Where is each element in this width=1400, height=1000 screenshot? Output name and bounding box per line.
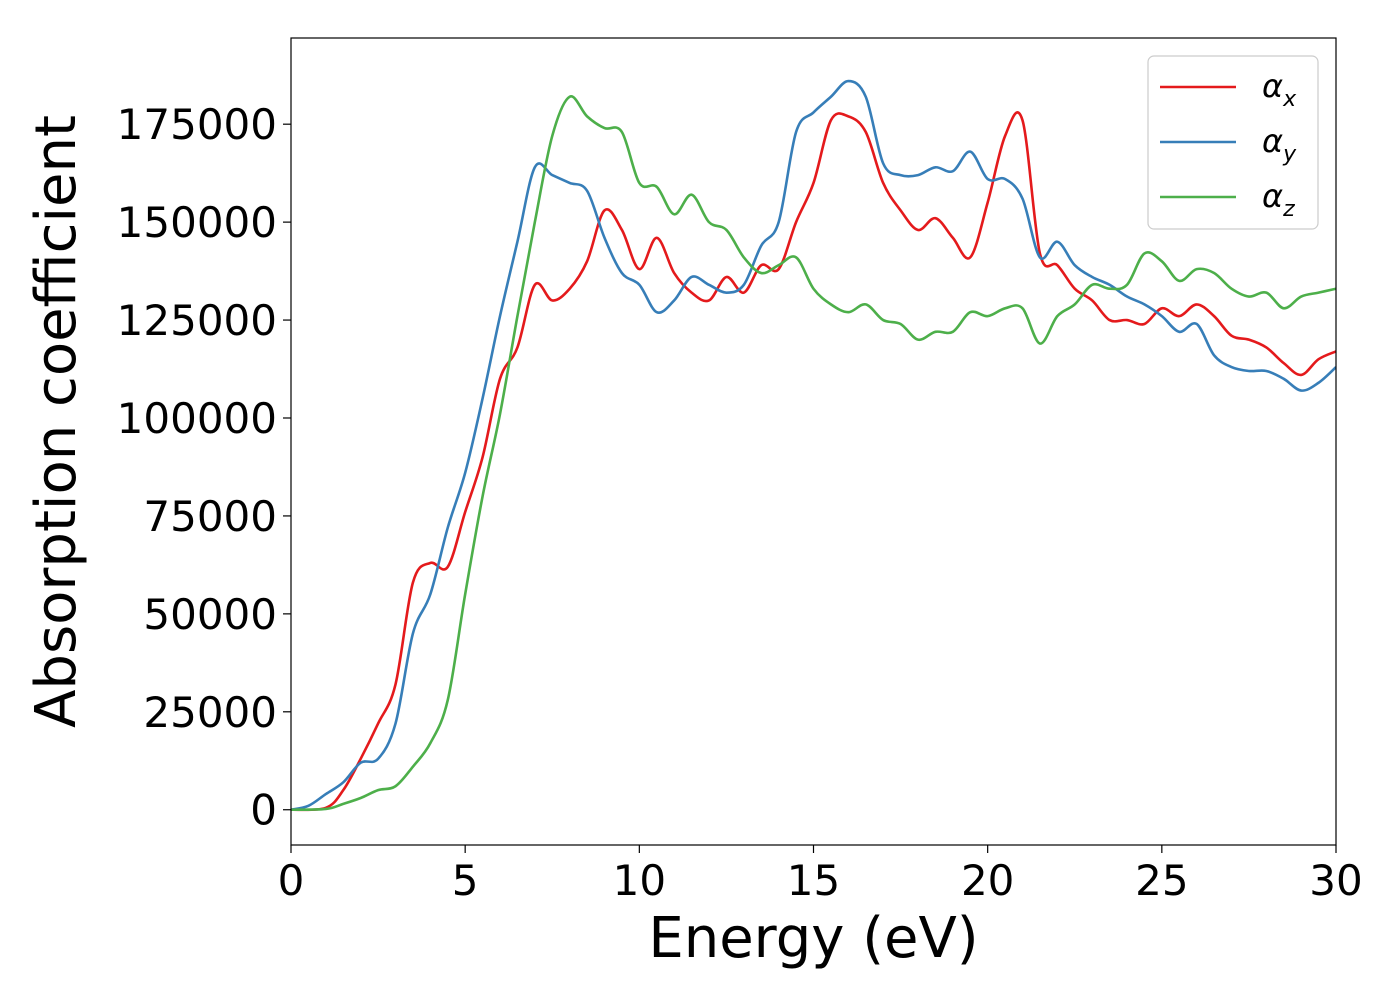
legend-label-y: αy bbox=[1262, 122, 1297, 167]
y-axis: 0 25000 50000 75000 100000 125000 150000 175000 bbox=[117, 100, 291, 835]
series-line-y bbox=[291, 79, 1336, 812]
y-tick-label: 25000 bbox=[143, 688, 277, 737]
y-tick-label: 0 bbox=[250, 786, 277, 835]
y-tick-label: 150000 bbox=[117, 198, 277, 247]
x-axis: 0 5 10 15 20 25 30 bbox=[278, 845, 1363, 905]
x-tick-label: 30 bbox=[1309, 856, 1362, 905]
y-tick-label: 100000 bbox=[117, 394, 277, 443]
y-axis-label: Absorption coefficient bbox=[24, 115, 89, 728]
x-tick-label: 15 bbox=[787, 856, 840, 905]
x-tick-label: 10 bbox=[613, 856, 666, 905]
series-line-z bbox=[291, 95, 1336, 812]
y-tick-label: 75000 bbox=[143, 492, 277, 541]
x-tick-label: 25 bbox=[1135, 856, 1188, 905]
legend-label-z: αz bbox=[1262, 177, 1295, 222]
y-tick-label: 175000 bbox=[117, 100, 277, 149]
y-tick-label: 125000 bbox=[117, 296, 277, 345]
x-axis-label: Energy (eV) bbox=[648, 906, 978, 971]
legend: αx αy αz bbox=[1147, 55, 1319, 230]
x-tick-label: 0 bbox=[278, 856, 305, 905]
series-layer bbox=[291, 79, 1336, 812]
legend-label-x: αx bbox=[1262, 67, 1297, 112]
series-line-x bbox=[291, 111, 1336, 812]
x-tick-label: 20 bbox=[961, 856, 1014, 905]
y-tick-label: 50000 bbox=[143, 590, 277, 639]
x-tick-label: 5 bbox=[452, 856, 479, 905]
